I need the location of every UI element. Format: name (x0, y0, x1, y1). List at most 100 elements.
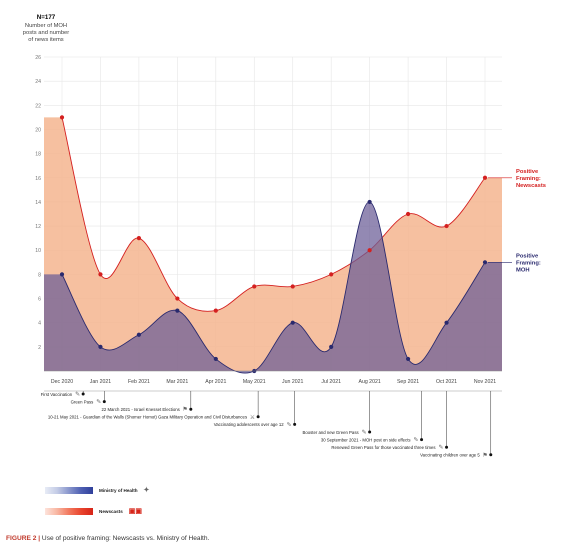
data-point (59, 115, 65, 120)
event-label: 30 September 2021 - MOH post on side eff… (321, 437, 411, 442)
y-tick-label: 18 (35, 152, 41, 158)
y-tick-label: 8 (38, 272, 41, 278)
data-point (213, 308, 218, 313)
y-tick-label: 12 (35, 224, 41, 230)
caption-text: Use of positive framing: Newscasts vs. M… (40, 535, 210, 542)
data-point (175, 296, 180, 301)
figure-caption: FIGURE 2 | Use of positive framing: News… (6, 535, 209, 542)
event-icon: ⚑ (482, 452, 487, 459)
y-tick-label: 4 (38, 321, 41, 327)
event-label: 22 March 2021 - Israel Knesset Elections (101, 407, 179, 412)
series-area-1 (44, 201, 502, 374)
data-point (405, 211, 411, 217)
y-axis-label-1: Number of MOH (25, 23, 67, 29)
event-icon: ⚑ (182, 406, 187, 413)
event-timeline: ✎First Vaccination✎Green Pass⚑22 March 2… (41, 391, 493, 459)
data-point (329, 344, 334, 349)
x-tick-label: Jun 2021 (282, 379, 303, 385)
x-tick-label: Apr 2021 (205, 379, 226, 385)
event-label: Renewed Green Pass for those vaccinated … (331, 445, 435, 450)
moh-logo-icon: ✦ (143, 487, 150, 494)
event-icon: ✎ (75, 391, 80, 398)
event-icon: ✎ (439, 444, 444, 451)
event-icon: ✎ (96, 399, 101, 406)
y-tick-label: 26 (35, 55, 41, 61)
data-point (136, 332, 142, 337)
data-point (290, 284, 295, 289)
event-label: Green Pass (71, 399, 94, 404)
event-icon: ⚔ (250, 414, 255, 421)
event-marker (102, 400, 106, 404)
data-point (213, 356, 218, 362)
data-point (98, 344, 103, 349)
data-point (175, 308, 180, 313)
data-point (367, 199, 372, 205)
event-label: Booster and new Green Pass (302, 430, 358, 435)
tv-channel-logos-icon: ▣▣ (128, 508, 142, 515)
legend-news-swatch (45, 507, 93, 515)
event-icon: ✎ (287, 421, 292, 428)
y-axis-label-3: of news items (28, 37, 64, 43)
legend-moh-label: Ministry of Health (99, 487, 138, 493)
y-tick-label: 10 (35, 248, 41, 254)
series-area-0 (44, 117, 502, 371)
event-label: Vaccinating children over age 5 (420, 453, 480, 458)
x-tick-label: May 2021 (243, 379, 266, 385)
y-tick-label: 24 (35, 79, 41, 85)
event-marker (293, 422, 297, 426)
data-point (405, 356, 411, 362)
data-point (482, 175, 488, 180)
x-tick-label: Sep 2021 (397, 379, 419, 385)
axes: Dec 2020 Jan 2021 Feb 2021 Mar 2021 Apr 2021… (44, 370, 502, 392)
series-label: Positive (516, 253, 539, 259)
series-label: Framing: (516, 176, 541, 182)
data-point (367, 248, 372, 253)
x-tick-label: Mar 2021 (166, 379, 188, 385)
y-tick-label: 14 (35, 200, 41, 206)
event-label: First Vaccination (41, 392, 73, 397)
y-tick-label: 20 (35, 127, 41, 133)
event-icon: ✎ (414, 437, 419, 444)
legend-moh: Ministry of Health ✦ (45, 486, 149, 494)
event-label: 10-21 May 2021 - Guardian of the Walls (… (48, 415, 247, 420)
event-marker (445, 445, 449, 449)
event-marker (489, 453, 493, 457)
series-areas (44, 117, 502, 374)
event-marker (420, 438, 424, 442)
y-tick-label: 16 (35, 176, 41, 182)
data-point (98, 272, 103, 277)
x-tick-label: Jul 2021 (321, 379, 341, 385)
x-tick-label: Feb 2021 (128, 379, 150, 385)
data-point (136, 236, 142, 241)
series-label: Positive (516, 169, 539, 175)
x-tick-label: Oct 2021 (436, 379, 457, 385)
y-tick-label: 2 (38, 345, 41, 351)
data-point (329, 272, 334, 277)
series-label: MOH (516, 267, 530, 273)
event-marker (368, 430, 372, 434)
series-label: Framing: (516, 260, 541, 266)
legend-news-label: Newscasts (99, 508, 123, 514)
data-point (444, 320, 449, 325)
legend-moh-swatch (45, 486, 93, 494)
data-point (290, 320, 295, 325)
data-point (59, 272, 65, 277)
x-tick-label: Jan 2021 (90, 379, 111, 385)
event-icon: ✎ (362, 429, 367, 436)
x-tick-label: Nov 2021 (474, 379, 496, 385)
y-tick-label: 22 (35, 103, 41, 109)
caption-figure-label: FIGURE 2 | (6, 535, 41, 542)
event-label: Vaccinating adolescents over age 12 (214, 422, 285, 427)
y-tick-label: 6 (38, 297, 41, 303)
data-point (444, 223, 449, 229)
y-axis-label-2: posts and number (23, 30, 69, 36)
n-label: N=177 (37, 14, 56, 21)
x-tick-label: Dec 2020 (51, 379, 73, 385)
event-marker (256, 415, 260, 419)
legend-news: Newscasts ▣▣ (45, 507, 142, 515)
event-marker (81, 392, 85, 396)
data-point (482, 260, 488, 265)
event-marker (189, 407, 193, 411)
data-point (252, 284, 257, 289)
